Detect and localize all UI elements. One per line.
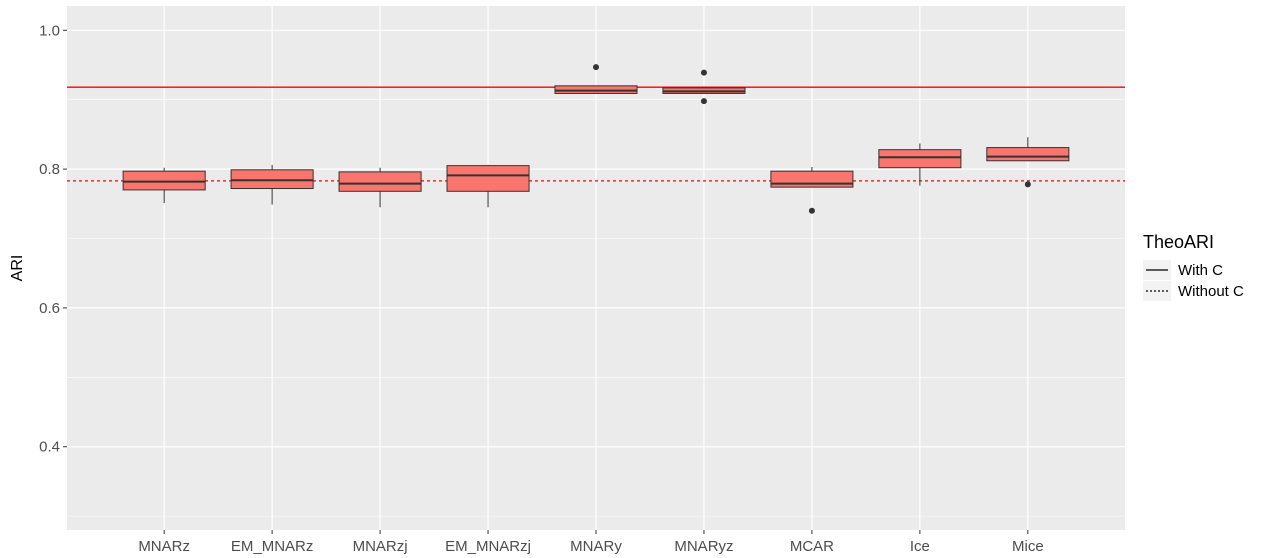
boxplots	[122, 64, 1070, 214]
legend-label: Without C	[1178, 283, 1244, 300]
x-axis: MNARz EM_MNARz MNARzj EM_MNARzj MNARy MNARyz M…	[138, 530, 1044, 555]
y-axis-title: ARI	[9, 255, 26, 282]
major-gridlines	[67, 6, 1125, 530]
x-tick-label: MNARyz	[674, 538, 733, 555]
boxplot-mnary	[554, 64, 638, 94]
boxplot-em_mnarz	[230, 164, 314, 205]
x-tick-label: Ice	[910, 538, 930, 555]
boxplot-mnarzj	[338, 167, 422, 208]
box	[230, 169, 314, 190]
x-tick-label: MNARy	[570, 538, 622, 555]
x-tick-label: Mice	[1012, 538, 1044, 555]
boxplot-mcar	[770, 167, 854, 214]
legend-title: TheoARI	[1143, 232, 1214, 252]
box	[446, 165, 530, 192]
outlier-point	[700, 98, 707, 105]
legend-label: With C	[1178, 262, 1223, 279]
outlier-point	[593, 64, 599, 71]
box	[878, 149, 962, 169]
y-tick-label: 0.8	[39, 161, 60, 178]
outlier-point	[808, 207, 815, 214]
x-tick-label: EM_MNARzj	[445, 538, 531, 555]
boxplot-mnaryz	[662, 69, 746, 105]
outlier-point	[1024, 181, 1031, 188]
boxplot-mnarz	[122, 167, 206, 204]
box	[554, 85, 638, 94]
outlier-point	[700, 69, 707, 76]
boxplot-mice	[986, 137, 1070, 188]
box	[338, 171, 422, 192]
x-tick-label: MNARz	[138, 538, 190, 555]
box	[770, 170, 854, 188]
x-tick-label: EM_MNARz	[231, 538, 314, 555]
y-tick-label: 1.0	[39, 22, 60, 39]
box	[986, 147, 1070, 162]
boxplot-ice	[878, 143, 962, 186]
y-tick-label: 0.6	[39, 300, 60, 317]
legend-key-background	[1143, 281, 1171, 301]
box	[122, 170, 206, 191]
legend: TheoARI With C Without C	[1143, 232, 1244, 301]
x-tick-label: MCAR	[790, 538, 834, 555]
y-axis: 0.4 0.6 0.8 1.0	[39, 22, 67, 456]
x-tick-label: MNARzj	[353, 538, 408, 555]
y-tick-label: 0.4	[39, 439, 60, 456]
boxplot-em_mnarzj	[446, 164, 530, 208]
